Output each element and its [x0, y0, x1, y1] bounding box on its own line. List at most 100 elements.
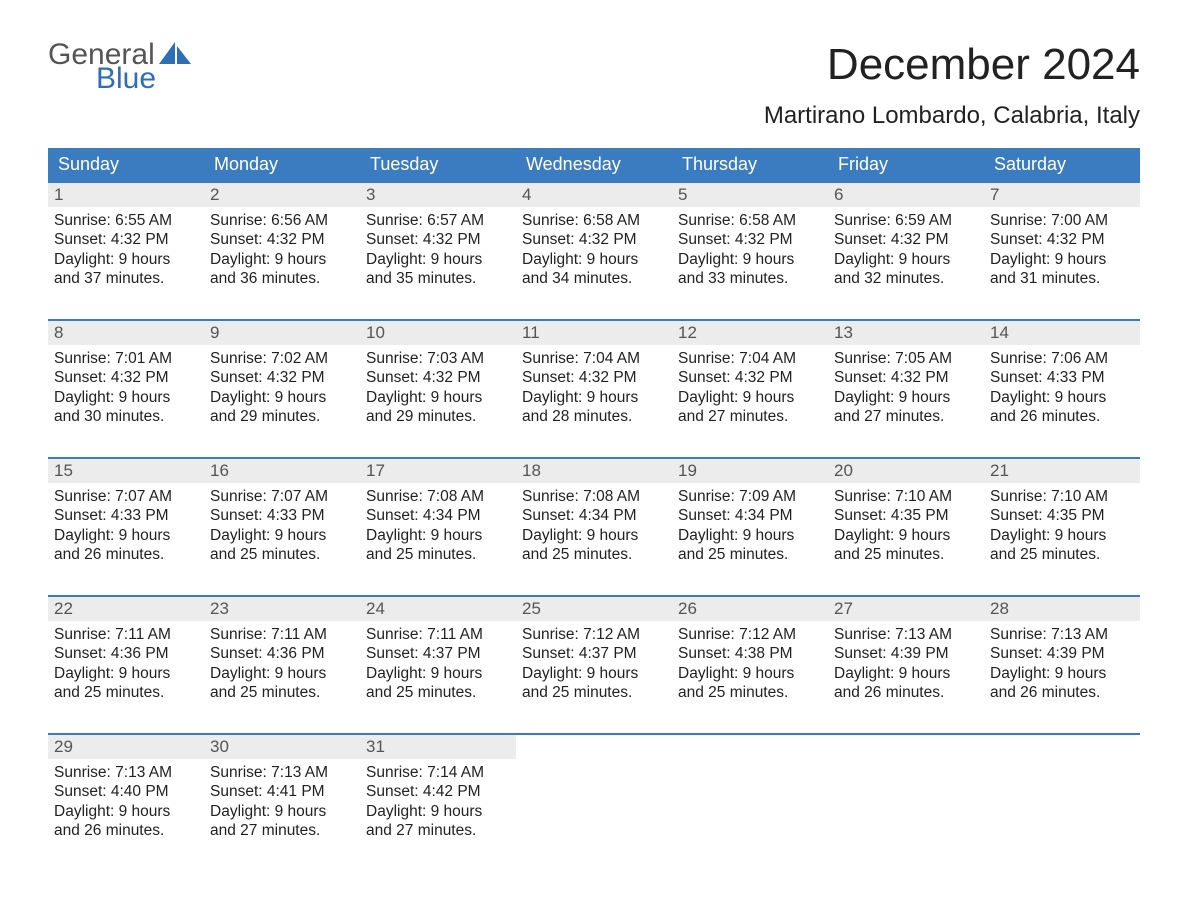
day-sunset: Sunset: 4:35 PM: [990, 506, 1134, 525]
day-d1: Daylight: 9 hours: [54, 250, 198, 269]
day-sunrise: Sunrise: 7:08 AM: [366, 487, 510, 506]
day-body: Sunrise: 6:57 AMSunset: 4:32 PMDaylight:…: [360, 207, 516, 293]
day-sunrise: Sunrise: 7:12 AM: [678, 625, 822, 644]
day-sunset: Sunset: 4:32 PM: [210, 230, 354, 249]
day-number: 28: [984, 597, 1140, 621]
day-d2: and 25 minutes.: [54, 683, 198, 702]
weekday-header: Monday: [204, 148, 360, 181]
day-cell: 1Sunrise: 6:55 AMSunset: 4:32 PMDaylight…: [48, 183, 204, 301]
day-d2: and 35 minutes.: [366, 269, 510, 288]
day-sunrise: Sunrise: 7:04 AM: [678, 349, 822, 368]
day-d1: Daylight: 9 hours: [522, 250, 666, 269]
day-cell: 25Sunrise: 7:12 AMSunset: 4:37 PMDayligh…: [516, 597, 672, 715]
day-cell: 7Sunrise: 7:00 AMSunset: 4:32 PMDaylight…: [984, 183, 1140, 301]
day-number: 17: [360, 459, 516, 483]
day-number: 18: [516, 459, 672, 483]
day-d1: Daylight: 9 hours: [366, 250, 510, 269]
day-sunset: Sunset: 4:32 PM: [366, 368, 510, 387]
day-d1: Daylight: 9 hours: [834, 526, 978, 545]
day-d1: Daylight: 9 hours: [990, 526, 1134, 545]
day-sunset: Sunset: 4:34 PM: [522, 506, 666, 525]
day-sunrise: Sunrise: 6:56 AM: [210, 211, 354, 230]
day-body: Sunrise: 7:07 AMSunset: 4:33 PMDaylight:…: [204, 483, 360, 569]
day-cell: 9Sunrise: 7:02 AMSunset: 4:32 PMDaylight…: [204, 321, 360, 439]
day-body: Sunrise: 6:58 AMSunset: 4:32 PMDaylight:…: [672, 207, 828, 293]
day-number: 20: [828, 459, 984, 483]
day-sunset: Sunset: 4:36 PM: [54, 644, 198, 663]
day-sunset: Sunset: 4:42 PM: [366, 782, 510, 801]
day-sunrise: Sunrise: 7:01 AM: [54, 349, 198, 368]
day-sunset: Sunset: 4:38 PM: [678, 644, 822, 663]
day-sunset: Sunset: 4:32 PM: [834, 368, 978, 387]
day-number: 24: [360, 597, 516, 621]
day-sunset: Sunset: 4:32 PM: [366, 230, 510, 249]
weekday-header-row: SundayMondayTuesdayWednesdayThursdayFrid…: [48, 148, 1140, 181]
day-d2: and 25 minutes.: [522, 545, 666, 564]
day-body: Sunrise: 7:02 AMSunset: 4:32 PMDaylight:…: [204, 345, 360, 431]
weekday-header: Sunday: [48, 148, 204, 181]
day-body: Sunrise: 7:05 AMSunset: 4:32 PMDaylight:…: [828, 345, 984, 431]
day-sunset: Sunset: 4:32 PM: [678, 230, 822, 249]
day-sunrise: Sunrise: 7:02 AM: [210, 349, 354, 368]
day-cell: 20Sunrise: 7:10 AMSunset: 4:35 PMDayligh…: [828, 459, 984, 577]
day-sunrise: Sunrise: 7:08 AM: [522, 487, 666, 506]
day-number: 16: [204, 459, 360, 483]
day-cell: 29Sunrise: 7:13 AMSunset: 4:40 PMDayligh…: [48, 735, 204, 853]
day-d1: Daylight: 9 hours: [990, 388, 1134, 407]
day-body: Sunrise: 6:55 AMSunset: 4:32 PMDaylight:…: [48, 207, 204, 293]
day-sunrise: Sunrise: 7:13 AM: [54, 763, 198, 782]
day-body: Sunrise: 7:11 AMSunset: 4:36 PMDaylight:…: [48, 621, 204, 707]
day-d1: Daylight: 9 hours: [210, 802, 354, 821]
day-cell: 15Sunrise: 7:07 AMSunset: 4:33 PMDayligh…: [48, 459, 204, 577]
day-number: 11: [516, 321, 672, 345]
day-d2: and 30 minutes.: [54, 407, 198, 426]
day-sunset: Sunset: 4:33 PM: [54, 506, 198, 525]
day-number: 19: [672, 459, 828, 483]
day-d1: Daylight: 9 hours: [54, 388, 198, 407]
day-d2: and 25 minutes.: [990, 545, 1134, 564]
weekday-header: Wednesday: [516, 148, 672, 181]
day-d2: and 25 minutes.: [366, 545, 510, 564]
day-d2: and 33 minutes.: [678, 269, 822, 288]
day-d2: and 28 minutes.: [522, 407, 666, 426]
day-sunrise: Sunrise: 7:04 AM: [522, 349, 666, 368]
location-subtitle: Martirano Lombardo, Calabria, Italy: [764, 102, 1140, 130]
day-cell: 16Sunrise: 7:07 AMSunset: 4:33 PMDayligh…: [204, 459, 360, 577]
day-cell: 19Sunrise: 7:09 AMSunset: 4:34 PMDayligh…: [672, 459, 828, 577]
weekday-header: Tuesday: [360, 148, 516, 181]
day-d1: Daylight: 9 hours: [366, 526, 510, 545]
day-sunset: Sunset: 4:32 PM: [522, 230, 666, 249]
title-block: December 2024 Martirano Lombardo, Calabr…: [764, 40, 1140, 130]
day-body: Sunrise: 7:06 AMSunset: 4:33 PMDaylight:…: [984, 345, 1140, 431]
day-cell: 30Sunrise: 7:13 AMSunset: 4:41 PMDayligh…: [204, 735, 360, 853]
day-d2: and 32 minutes.: [834, 269, 978, 288]
day-cell: [828, 735, 984, 853]
day-sunset: Sunset: 4:32 PM: [210, 368, 354, 387]
day-body: Sunrise: 6:56 AMSunset: 4:32 PMDaylight:…: [204, 207, 360, 293]
day-sunrise: Sunrise: 7:09 AM: [678, 487, 822, 506]
day-sunset: Sunset: 4:39 PM: [834, 644, 978, 663]
day-number: 25: [516, 597, 672, 621]
day-sunset: Sunset: 4:33 PM: [990, 368, 1134, 387]
day-body: Sunrise: 7:07 AMSunset: 4:33 PMDaylight:…: [48, 483, 204, 569]
day-sunrise: Sunrise: 6:57 AM: [366, 211, 510, 230]
day-sunrise: Sunrise: 7:11 AM: [210, 625, 354, 644]
day-sunrise: Sunrise: 6:59 AM: [834, 211, 978, 230]
day-sunset: Sunset: 4:32 PM: [834, 230, 978, 249]
day-d1: Daylight: 9 hours: [522, 388, 666, 407]
day-sunrise: Sunrise: 7:13 AM: [834, 625, 978, 644]
day-body: Sunrise: 7:10 AMSunset: 4:35 PMDaylight:…: [828, 483, 984, 569]
day-d2: and 26 minutes.: [54, 545, 198, 564]
day-sunset: Sunset: 4:32 PM: [54, 230, 198, 249]
day-number: 14: [984, 321, 1140, 345]
day-cell: 12Sunrise: 7:04 AMSunset: 4:32 PMDayligh…: [672, 321, 828, 439]
day-cell: 2Sunrise: 6:56 AMSunset: 4:32 PMDaylight…: [204, 183, 360, 301]
day-d2: and 27 minutes.: [366, 821, 510, 840]
day-d1: Daylight: 9 hours: [678, 526, 822, 545]
day-number: 26: [672, 597, 828, 621]
day-d1: Daylight: 9 hours: [54, 664, 198, 683]
day-d1: Daylight: 9 hours: [834, 250, 978, 269]
day-sunrise: Sunrise: 7:14 AM: [366, 763, 510, 782]
brand-logo: General Blue: [48, 40, 193, 94]
day-d1: Daylight: 9 hours: [210, 250, 354, 269]
